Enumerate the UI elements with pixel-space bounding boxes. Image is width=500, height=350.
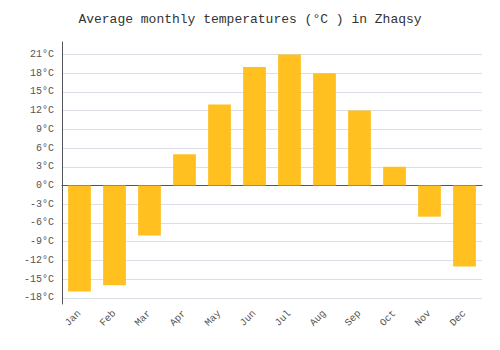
svg-text:-15°C: -15°C xyxy=(24,274,54,285)
svg-text:3°C: 3°C xyxy=(36,161,54,172)
svg-text:May: May xyxy=(203,308,223,328)
svg-text:Mar: Mar xyxy=(133,308,153,328)
svg-text:9°C: 9°C xyxy=(36,124,54,135)
svg-text:Dec: Dec xyxy=(448,308,468,328)
svg-text:Oct: Oct xyxy=(378,308,398,328)
svg-text:Jul: Jul xyxy=(273,308,293,328)
svg-text:-6°C: -6°C xyxy=(30,217,54,228)
svg-text:Nov: Nov xyxy=(413,308,433,328)
svg-text:Sep: Sep xyxy=(343,308,363,328)
svg-text:-18°C: -18°C xyxy=(24,292,54,303)
svg-text:15°C: 15°C xyxy=(30,86,54,97)
svg-text:Feb: Feb xyxy=(98,308,118,328)
svg-text:0°C: 0°C xyxy=(36,180,54,191)
svg-text:Jun: Jun xyxy=(238,308,258,328)
svg-text:Average monthly temperatures (: Average monthly temperatures (°C ) in Zh… xyxy=(78,12,421,27)
svg-text:Jan: Jan xyxy=(63,308,83,328)
svg-text:12°C: 12°C xyxy=(30,105,54,116)
svg-text:6°C: 6°C xyxy=(36,143,54,154)
svg-text:18°C: 18°C xyxy=(30,68,54,79)
svg-text:-12°C: -12°C xyxy=(24,255,54,266)
svg-text:-9°C: -9°C xyxy=(30,236,54,247)
svg-text:Apr: Apr xyxy=(168,308,188,328)
svg-text:-3°C: -3°C xyxy=(30,199,54,210)
svg-text:21°C: 21°C xyxy=(30,49,54,60)
svg-text:Aug: Aug xyxy=(308,308,328,328)
